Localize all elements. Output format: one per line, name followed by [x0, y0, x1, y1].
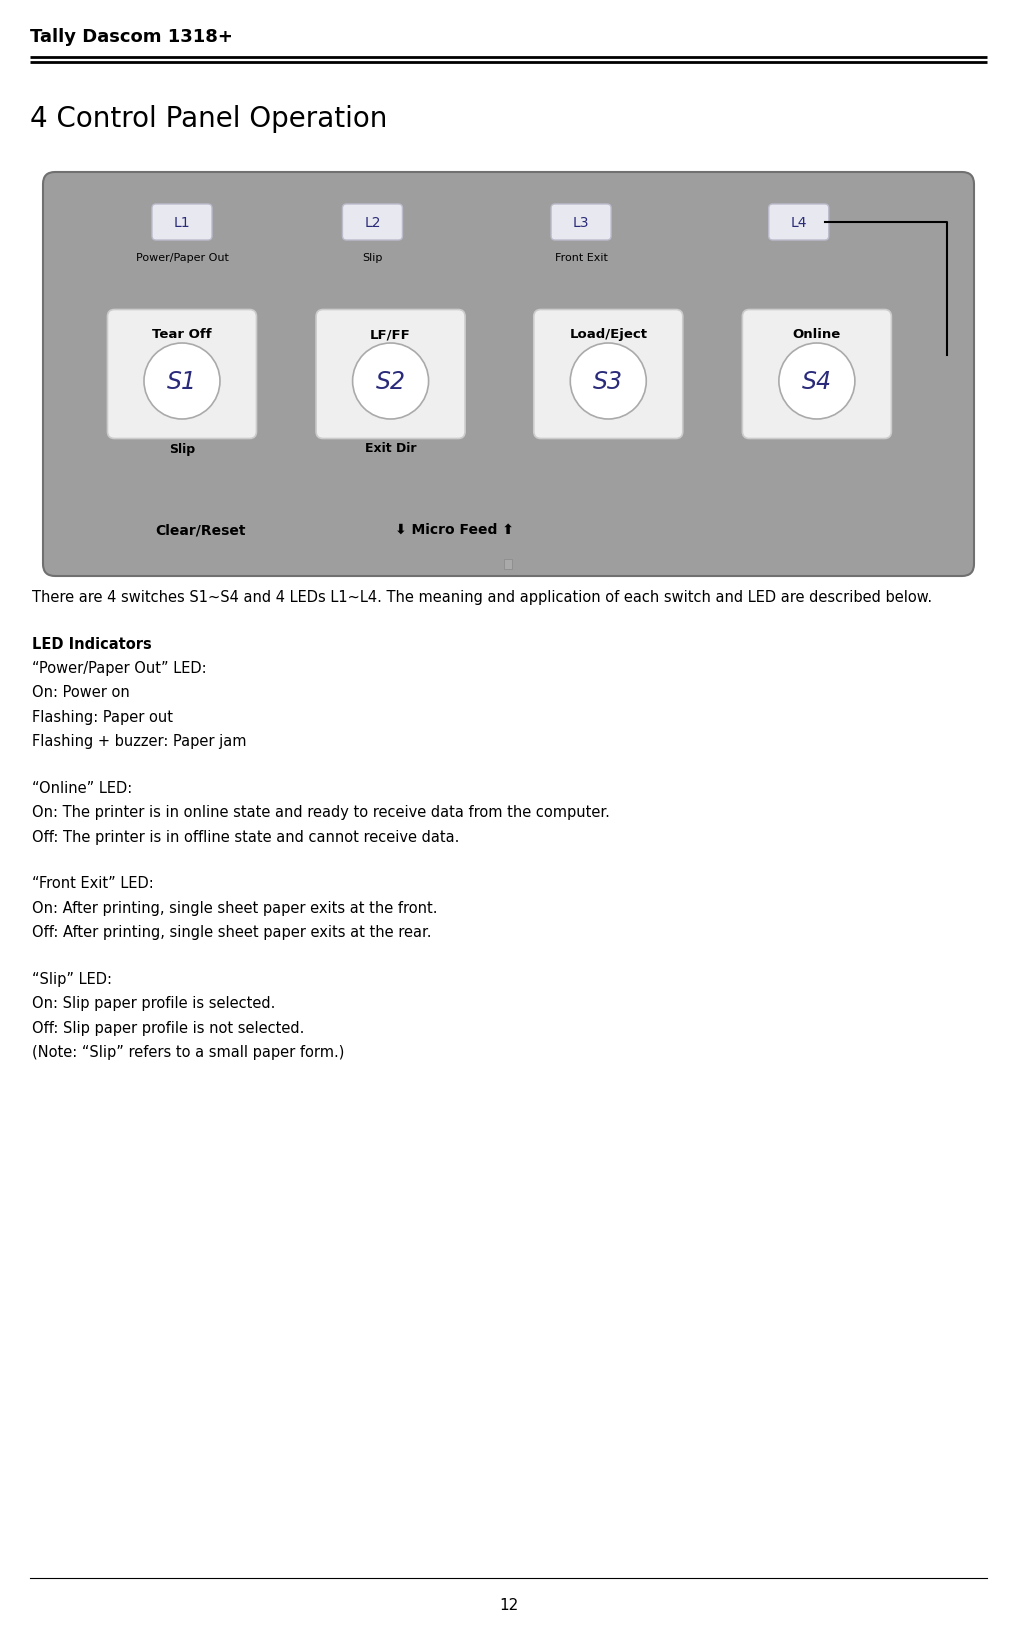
Text: Clear/Reset: Clear/Reset [155, 523, 245, 536]
FancyBboxPatch shape [551, 205, 611, 241]
FancyBboxPatch shape [769, 205, 829, 241]
Text: “Slip” LED:: “Slip” LED: [32, 971, 112, 986]
Text: Exit Dir: Exit Dir [365, 442, 416, 455]
Text: L4: L4 [790, 215, 807, 230]
FancyBboxPatch shape [316, 310, 465, 438]
Text: L3: L3 [573, 215, 589, 230]
FancyBboxPatch shape [742, 310, 891, 438]
FancyBboxPatch shape [43, 173, 974, 577]
Text: Tear Off: Tear Off [153, 328, 212, 341]
Text: L1: L1 [174, 215, 190, 230]
Text: L2: L2 [364, 215, 380, 230]
Text: Slip: Slip [362, 253, 382, 262]
Text: There are 4 switches S1~S4 and 4 LEDs L1~L4. The meaning and application of each: There are 4 switches S1~S4 and 4 LEDs L1… [32, 590, 933, 605]
Text: Power/Paper Out: Power/Paper Out [135, 253, 229, 262]
FancyBboxPatch shape [343, 205, 403, 241]
Text: On: Power on: On: Power on [32, 685, 130, 699]
Text: Off: Slip paper profile is not selected.: Off: Slip paper profile is not selected. [32, 1020, 304, 1035]
Text: ⬇ Micro Feed ⬆: ⬇ Micro Feed ⬆ [395, 523, 514, 536]
Circle shape [144, 344, 220, 421]
FancyBboxPatch shape [534, 310, 682, 438]
Circle shape [779, 344, 855, 421]
Text: (Note: “Slip” refers to a small paper form.): (Note: “Slip” refers to a small paper fo… [32, 1045, 345, 1060]
Text: Off: After printing, single sheet paper exits at the rear.: Off: After printing, single sheet paper … [32, 924, 431, 941]
Text: 4 Control Panel Operation: 4 Control Panel Operation [29, 104, 387, 134]
Text: Front Exit: Front Exit [554, 253, 607, 262]
Text: Slip: Slip [169, 442, 195, 455]
FancyBboxPatch shape [108, 310, 256, 438]
FancyBboxPatch shape [504, 559, 513, 569]
Text: “Online” LED:: “Online” LED: [32, 781, 132, 795]
Text: Load/Eject: Load/Eject [570, 328, 647, 341]
Text: On: The printer is in online state and ready to receive data from the computer.: On: The printer is in online state and r… [32, 805, 610, 820]
Text: S1: S1 [167, 370, 197, 394]
Text: S4: S4 [801, 370, 832, 394]
Text: “Front Exit” LED:: “Front Exit” LED: [32, 875, 154, 892]
Text: On: After printing, single sheet paper exits at the front.: On: After printing, single sheet paper e… [32, 900, 437, 916]
Text: Flashing + buzzer: Paper jam: Flashing + buzzer: Paper jam [32, 734, 246, 750]
Text: Off: The printer is in offline state and cannot receive data.: Off: The printer is in offline state and… [32, 830, 460, 844]
Circle shape [353, 344, 428, 421]
Text: Tally Dascom 1318+: Tally Dascom 1318+ [29, 28, 233, 46]
FancyBboxPatch shape [152, 205, 212, 241]
Text: S2: S2 [375, 370, 406, 394]
Text: On: Slip paper profile is selected.: On: Slip paper profile is selected. [32, 996, 276, 1011]
Text: “Power/Paper Out” LED:: “Power/Paper Out” LED: [32, 660, 206, 675]
Circle shape [571, 344, 646, 421]
Text: LED Indicators: LED Indicators [32, 636, 152, 650]
Text: 12: 12 [499, 1597, 518, 1612]
Text: Online: Online [793, 328, 841, 341]
Text: Flashing: Paper out: Flashing: Paper out [32, 709, 173, 725]
Text: S3: S3 [593, 370, 623, 394]
Text: LF/FF: LF/FF [370, 328, 411, 341]
